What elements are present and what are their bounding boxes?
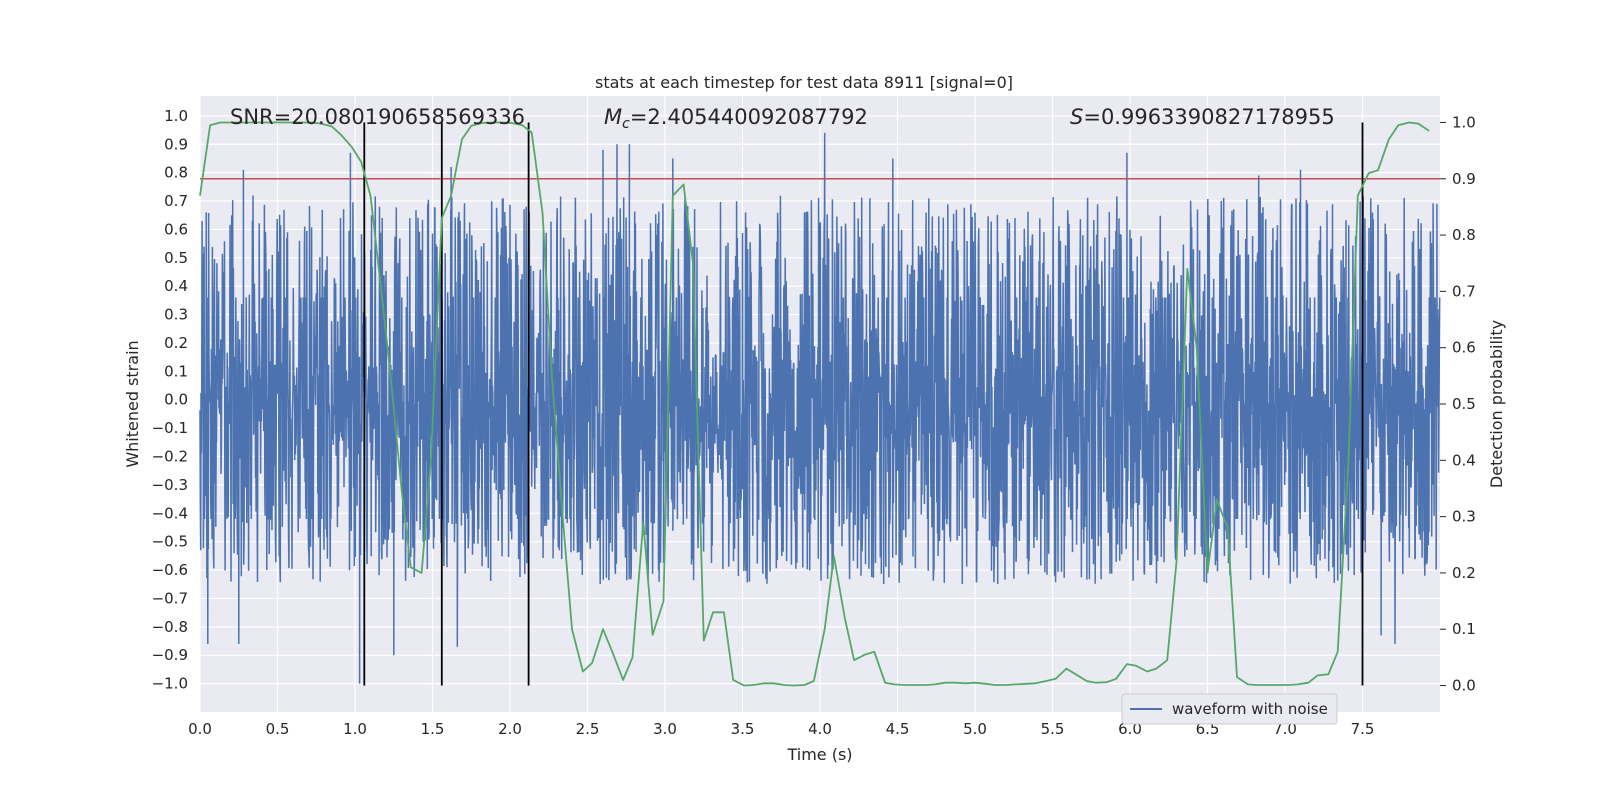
chirp-mass-annotation: Mc=2.405440092087792 <box>604 105 868 132</box>
x-tick-label: 3.5 <box>731 720 755 738</box>
y2-tick-label: 0.9 <box>1452 170 1476 188</box>
waveform-series <box>199 132 1441 684</box>
y-tick-label: 0.2 <box>164 334 188 352</box>
y-tick-label: −0.1 <box>152 419 188 437</box>
x-tick-label: 3.0 <box>653 720 677 738</box>
x-tick-label: 4.5 <box>886 720 910 738</box>
y2-tick-label: 1.0 <box>1452 113 1476 131</box>
y2-tick-label: 0.3 <box>1452 508 1476 526</box>
snr-annotation: SNR=20.080190658569336 <box>230 105 525 129</box>
y-tick-label: 0.3 <box>164 306 188 324</box>
x-tick-label: 0.0 <box>188 720 212 738</box>
y2-tick-label: 0.2 <box>1452 564 1476 582</box>
legend-label: waveform with noise <box>1172 700 1328 718</box>
y-tick-label: 0.5 <box>164 249 188 267</box>
x-tick-label: 1.5 <box>421 720 445 738</box>
legend-box <box>1121 693 1338 725</box>
y-tick-label: 0.9 <box>164 135 188 153</box>
y2-tick-label: 0.0 <box>1452 677 1476 695</box>
chirp-mass-symbol: M <box>604 105 622 129</box>
y2-axis-label: Detection probability <box>1487 320 1506 488</box>
y-axis-ticks: −1.0 −0.9 −0.8 −0.7 −0.6 −0.5 −0.4 −0.3 −0.2 −0.1… <box>152 107 188 693</box>
legend: waveform with noise <box>1121 693 1338 725</box>
chirp-mass-subscript: c <box>622 116 630 132</box>
y2-tick-label: 0.4 <box>1452 451 1476 469</box>
y2-tick-label: 0.8 <box>1452 226 1476 244</box>
y2-tick-label: 0.6 <box>1452 339 1476 357</box>
y2-tick-label: 0.5 <box>1452 395 1476 413</box>
y2-tick-label: 0.1 <box>1452 620 1476 638</box>
x-tick-label: 2.5 <box>576 720 600 738</box>
y-tick-label: −0.7 <box>152 589 188 607</box>
y-tick-label: −0.9 <box>152 646 188 664</box>
waveform-line <box>199 132 1441 684</box>
y-tick-label: −0.5 <box>152 533 188 551</box>
x-tick-label: 5.5 <box>1041 720 1065 738</box>
score-value: =0.9963390827178955 <box>1083 105 1334 129</box>
y-tick-label: 0.8 <box>164 164 188 182</box>
y-tick-label: 1.0 <box>164 107 188 125</box>
detection-probability-line <box>199 121 1430 687</box>
x-axis-ticks: 0.0 0.5 1.0 1.5 2.0 2.5 3.0 3.5 4.0 4.5 5.0 5.5 6.0 6… <box>188 720 1374 738</box>
y-tick-label: −0.3 <box>152 476 188 494</box>
x-tick-label: 1.0 <box>343 720 367 738</box>
y-axis-label: Whitened strain <box>123 340 142 467</box>
x-tick-label: 2.0 <box>498 720 522 738</box>
score-symbol: S <box>1070 105 1083 129</box>
y2-axis-ticks: 0.0 0.1 0.2 0.3 0.4 0.5 0.6 0.7 0.8 0.9 1.0 <box>1440 113 1476 695</box>
y-tick-label: −0.2 <box>152 448 188 466</box>
y2-tick-label: 0.7 <box>1452 282 1476 300</box>
score-annotation: S=0.9963390827178955 <box>1070 105 1335 129</box>
y-tick-label: −0.8 <box>152 618 188 636</box>
y-tick-label: 0.1 <box>164 362 188 380</box>
x-tick-label: 5.0 <box>963 720 987 738</box>
y-tick-label: 0.0 <box>164 391 188 409</box>
y-tick-label: −0.4 <box>152 504 188 522</box>
y-tick-label: −1.0 <box>152 675 188 693</box>
chart-title: stats at each timestep for test data 891… <box>595 73 1013 92</box>
chirp-mass-value: =2.405440092087792 <box>630 105 868 129</box>
y-tick-label: 0.6 <box>164 220 188 238</box>
y-tick-label: 0.4 <box>164 277 188 295</box>
x-tick-label: 4.0 <box>808 720 832 738</box>
x-tick-label: 0.5 <box>266 720 290 738</box>
x-tick-label: 7.5 <box>1351 720 1375 738</box>
x-axis-label: Time (s) <box>786 745 852 764</box>
y-tick-label: −0.6 <box>152 561 188 579</box>
y-tick-label: 0.7 <box>164 192 188 210</box>
